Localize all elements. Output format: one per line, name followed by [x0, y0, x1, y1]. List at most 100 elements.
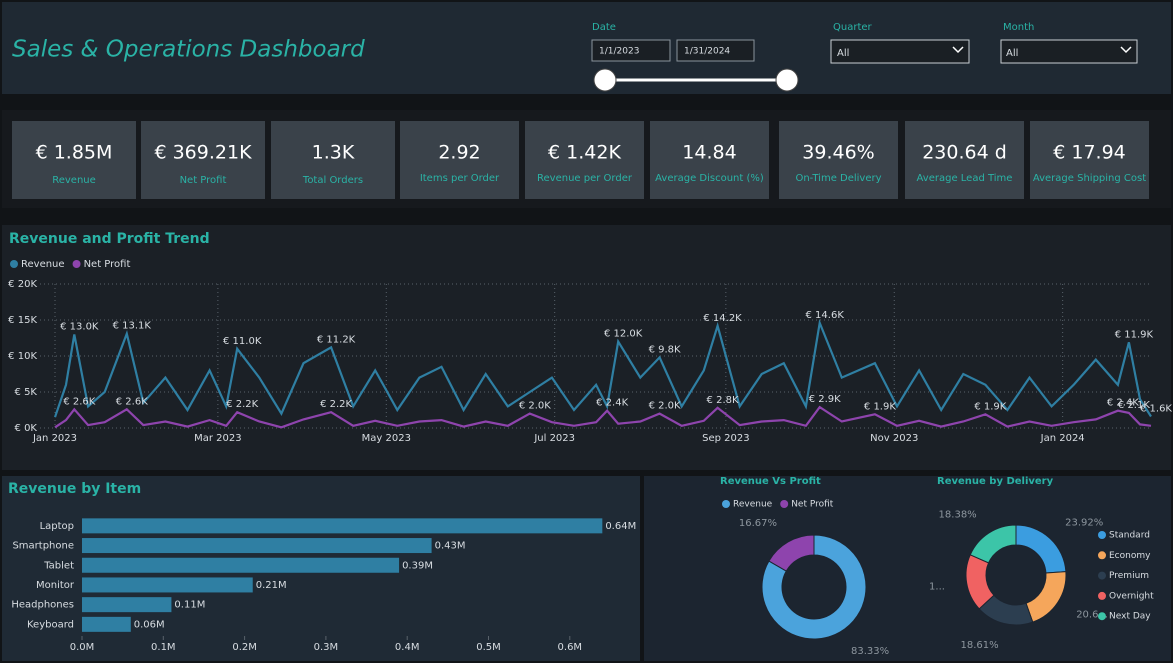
dropdown-arrow [1120, 46, 1132, 54]
series-line [54, 405, 1152, 429]
kpi-group: € 1.85M Revenue € 369.21K Net Profit 1.3K Tot… [12, 121, 1149, 199]
legend-label: Revenue [733, 500, 773, 510]
date-start-input[interactable] [591, 39, 671, 62]
quarter-dropdown[interactable] [830, 39, 970, 64]
legend-label: Economy [1109, 551, 1151, 561]
kpi-label: Average Shipping Cost [1033, 173, 1146, 184]
data-label: € 2.2K [320, 399, 352, 410]
legend-swatch [780, 500, 789, 508]
date-start: 1/1/2023 [599, 47, 639, 57]
legend-swatch [1098, 531, 1106, 539]
bar [82, 518, 603, 534]
data-label: € 13.0K [60, 321, 99, 332]
x-tick-label: 0.5M [476, 642, 501, 653]
y-tick-label: € 0K [15, 423, 38, 434]
kpi-label: Average Lead Time [917, 173, 1013, 184]
data-label: € 2.8K [707, 395, 739, 406]
data-label: 0.21M [256, 580, 287, 591]
slider-handle[interactable] [775, 68, 799, 92]
kpi-value: € 1.85M [36, 142, 113, 164]
dashboard-title: Sales & Operations Dashboard [12, 37, 365, 63]
kpi-card [12, 121, 136, 199]
data-label: 23.92% [1065, 517, 1103, 528]
month-dropdown[interactable] [1000, 39, 1138, 64]
legend-swatch [1098, 551, 1106, 560]
x-tick-label: 0.0M [70, 642, 95, 653]
legend-label: Standard [1109, 531, 1150, 541]
kpi-label: Revenue [52, 175, 96, 186]
data-label: € 14.6K [806, 310, 845, 321]
trend-panel [2, 225, 1171, 470]
y-tick-label: Monitor [36, 580, 75, 591]
donut-slice [969, 524, 1017, 564]
data-label: € 2.4K [1107, 398, 1139, 409]
data-label: € 11.0K [223, 336, 262, 347]
data-label: 1... [929, 582, 945, 593]
date-end: 1/31/2024 [684, 47, 730, 57]
data-label: 0.64M [605, 521, 636, 532]
slider-handle[interactable] [593, 68, 617, 92]
data-label: € 11.2K [317, 334, 356, 345]
y-tick-label: Headphones [11, 600, 74, 611]
data-label: € 2.0K [649, 401, 681, 412]
pie-panel [644, 476, 1171, 661]
data-label: € 2.6K [63, 396, 95, 407]
data-label: 0.43M [435, 541, 466, 552]
kpi-label: Total Orders [302, 175, 363, 186]
legend-label: Revenue [21, 259, 65, 270]
chart-title: Revenue and Profit Trend [9, 231, 210, 247]
data-label: € 2.1K [1118, 400, 1150, 411]
chart-title: Revenue Vs Profit [720, 476, 821, 487]
x-tick-label: Mar 2023 [194, 433, 242, 444]
bar [82, 597, 172, 613]
kpi-value: € 17.94 [1053, 142, 1126, 164]
bar [82, 616, 131, 632]
data-label: € 2.4K [596, 398, 628, 409]
date-end-input[interactable] [676, 39, 755, 62]
x-tick-label: Jan 2024 [1040, 433, 1085, 444]
data-label: € 2.0K [519, 401, 551, 412]
month-value: All [1006, 48, 1018, 59]
legend-label: Next Day [1109, 612, 1151, 622]
y-tick-label: Tablet [43, 560, 74, 571]
kpi-label: Net Profit [180, 175, 227, 186]
x-tick-label: Jul 2023 [533, 433, 575, 444]
kpi-value: 1.3K [312, 142, 355, 164]
kpi-card [779, 121, 898, 199]
filter-label: Month [1003, 22, 1034, 33]
kpi-label: Revenue per Order [537, 173, 633, 184]
y-tick-label: € 10K [8, 351, 37, 362]
header-panel [2, 2, 1171, 94]
x-tick-label: 0.2M [232, 642, 257, 653]
dropdown-arrow [952, 46, 964, 54]
data-label: € 13.1K [113, 321, 152, 332]
y-tick-label: € 5K [15, 387, 38, 398]
y-tick-label: € 20K [8, 279, 37, 290]
filter-label: Quarter [833, 22, 873, 33]
data-label: 0.11M [174, 600, 205, 611]
data-label: € 1.6K [1140, 403, 1172, 414]
data-label: 20.6... [1076, 610, 1108, 621]
kpi-card [271, 121, 395, 199]
kpi-card [400, 121, 519, 199]
legend-label: Overnight [1109, 591, 1154, 601]
data-label: € 12.0K [604, 329, 643, 340]
legend-swatch [1098, 591, 1106, 600]
kpi-value: 230.64 d [922, 142, 1007, 164]
kpi-label: Items per Order [420, 173, 500, 184]
donut-slice [768, 534, 815, 572]
kpi-card [650, 121, 769, 199]
data-label: € 2.2K [226, 399, 258, 410]
data-label: € 1.9K [864, 401, 896, 412]
x-tick-label: 0.4M [395, 642, 420, 653]
data-label: € 14.2K [703, 313, 742, 324]
kpi-label: On-Time Delivery [795, 173, 881, 184]
kpi-value: € 1.42K [548, 142, 621, 164]
data-label: € 2.6K [116, 396, 148, 407]
chart-title: Revenue by Delivery [937, 476, 1054, 487]
legend-swatch [72, 260, 81, 268]
bar [82, 577, 253, 593]
kpi-card [1030, 121, 1149, 199]
x-tick-label: Jan 2023 [32, 433, 77, 444]
